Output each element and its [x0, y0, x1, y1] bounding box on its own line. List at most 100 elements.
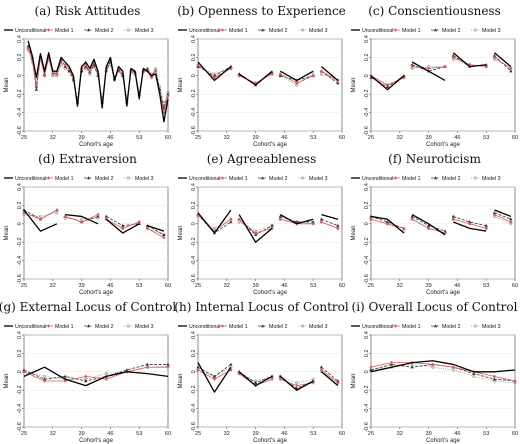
series-line-unconditional — [279, 70, 314, 82]
data-point-model-1 — [96, 212, 100, 217]
data-point-model-2 — [336, 81, 340, 85]
y-tick-label: 0 — [17, 370, 23, 373]
panel-title: (h) Internal Locus of Control — [174, 300, 349, 314]
y-axis-label: Mean — [178, 77, 184, 92]
data-point-model-1 — [336, 381, 340, 385]
series-line-unconditional — [238, 70, 273, 86]
data-point-model-1 — [196, 212, 200, 217]
y-tick-label: 0.4 — [17, 183, 23, 191]
legend-marker-model-1 — [393, 176, 398, 180]
legend-marker-model-2 — [86, 28, 91, 32]
x-tick-label: 46 — [281, 283, 287, 289]
data-point-model-1 — [410, 64, 414, 69]
x-axis-label: Cohort's age — [426, 438, 460, 444]
series-line-model-1 — [494, 57, 512, 69]
x-tick-label: 46 — [454, 431, 460, 437]
panel-title: (f) Neuroticism — [388, 152, 481, 166]
legend-label-model-1: Model 1 — [55, 176, 74, 182]
x-tick-label: 60 — [512, 431, 518, 437]
x-tick-label: 32 — [50, 431, 56, 437]
data-point-model-2 — [336, 223, 340, 227]
data-point-model-1 — [84, 374, 88, 379]
y-axis-label: Mean — [178, 225, 184, 240]
x-tick-label: 46 — [107, 431, 113, 437]
x-tick-label: 39 — [78, 135, 84, 141]
x-tick-label: 46 — [281, 431, 287, 437]
y-tick-label: 0.2 — [191, 202, 197, 210]
y-tick-label: -0.2 — [364, 89, 370, 99]
series-line-unconditional — [23, 366, 169, 387]
legend-marker-model-3 — [127, 28, 131, 32]
panel-c-conscientiousness: (c) Conscientiousness Unconditional Model … — [351, 4, 518, 148]
legend: Unconditional Model 1 Model 2 Model 3 — [4, 28, 154, 34]
legend-marker-model-1 — [46, 324, 51, 328]
data-point-model-2 — [311, 220, 315, 224]
legend: Unconditional Model 1 Model 2 Model 3 — [178, 324, 328, 330]
data-point-model-1 — [254, 231, 258, 235]
data-point-model-1 — [145, 365, 150, 369]
data-point-model-1 — [311, 74, 315, 78]
y-axis-label: Mean — [4, 373, 10, 388]
data-point-model-1 — [278, 72, 282, 76]
data-point-model-1 — [427, 66, 431, 71]
y-tick-label: 0.2 — [17, 202, 23, 210]
data-point-model-2 — [319, 365, 324, 369]
y-tick-label: -0.4 — [17, 108, 23, 118]
x-tick-label: 60 — [165, 283, 171, 289]
x-tick-label: 32 — [50, 283, 56, 289]
panel-title: (a) Risk Attitudes — [35, 4, 141, 18]
x-tick-label: 39 — [252, 431, 258, 437]
data-point-model-1 — [121, 226, 125, 231]
x-axis-label: Cohort's age — [79, 142, 113, 148]
legend-label-model-3: Model 3 — [309, 324, 328, 330]
data-point-model-1 — [154, 69, 158, 73]
y-axis-label: Mean — [178, 373, 184, 388]
y-tick-label: 0.2 — [191, 54, 197, 62]
data-point-model-2 — [410, 214, 414, 218]
series-line-unconditional — [279, 214, 314, 225]
series-line-unconditional — [238, 371, 273, 387]
series-line-unconditional — [411, 61, 446, 81]
data-point-model-1 — [145, 226, 150, 231]
series-line-unconditional — [65, 213, 99, 225]
legend-label-unconditional: Unconditional — [362, 176, 393, 182]
data-point-model-1 — [237, 371, 241, 376]
x-tick-label: 25 — [21, 431, 27, 437]
series-line-unconditional — [197, 209, 232, 234]
series-line-model-2 — [453, 216, 487, 227]
x-axis-label: Cohort's age — [79, 290, 113, 296]
legend: Unconditional Model 1 Model 2 Model 3 — [4, 324, 154, 330]
data-point-model-1 — [137, 220, 141, 224]
plot-area — [370, 38, 516, 132]
data-point-model-1 — [34, 83, 38, 87]
legend-marker-model-1 — [220, 28, 225, 32]
legend-label-model-2: Model 2 — [95, 176, 114, 182]
x-axis-label: Cohort's age — [253, 290, 287, 296]
data-point-model-2 — [42, 377, 47, 381]
data-point-model-1 — [212, 377, 217, 381]
y-tick-label: 0.2 — [364, 54, 370, 62]
data-point-model-1 — [319, 220, 324, 224]
x-tick-label: 39 — [425, 135, 431, 141]
data-point-model-1 — [63, 379, 67, 383]
legend-label-model-1: Model 1 — [402, 324, 421, 330]
panel-g-external-locus-of-control: (g) External Locus of Control Uncondition… — [0, 300, 176, 444]
legend-marker-model-2 — [433, 28, 438, 32]
x-tick-label: 53 — [136, 283, 142, 289]
x-tick-label: 32 — [397, 431, 403, 437]
data-point-model-2 — [369, 368, 373, 372]
y-tick-label: 0.2 — [17, 350, 23, 358]
x-tick-label: 32 — [224, 431, 230, 437]
legend-label-model-2: Model 2 — [95, 324, 114, 330]
data-point-model-1 — [311, 222, 315, 226]
legend: Unconditional Model 1 Model 2 Model 3 — [4, 176, 154, 182]
y-tick-label: -0.6 — [364, 274, 370, 284]
x-tick-label: 53 — [483, 431, 489, 437]
data-point-model-2 — [410, 365, 414, 369]
y-tick-label: -0.4 — [191, 108, 197, 118]
data-point-model-1 — [55, 208, 59, 212]
y-tick-label: 0.4 — [17, 331, 23, 339]
x-tick-label: 60 — [339, 135, 345, 141]
series-line-unconditional — [321, 371, 339, 387]
legend-marker-model-1 — [220, 176, 225, 180]
